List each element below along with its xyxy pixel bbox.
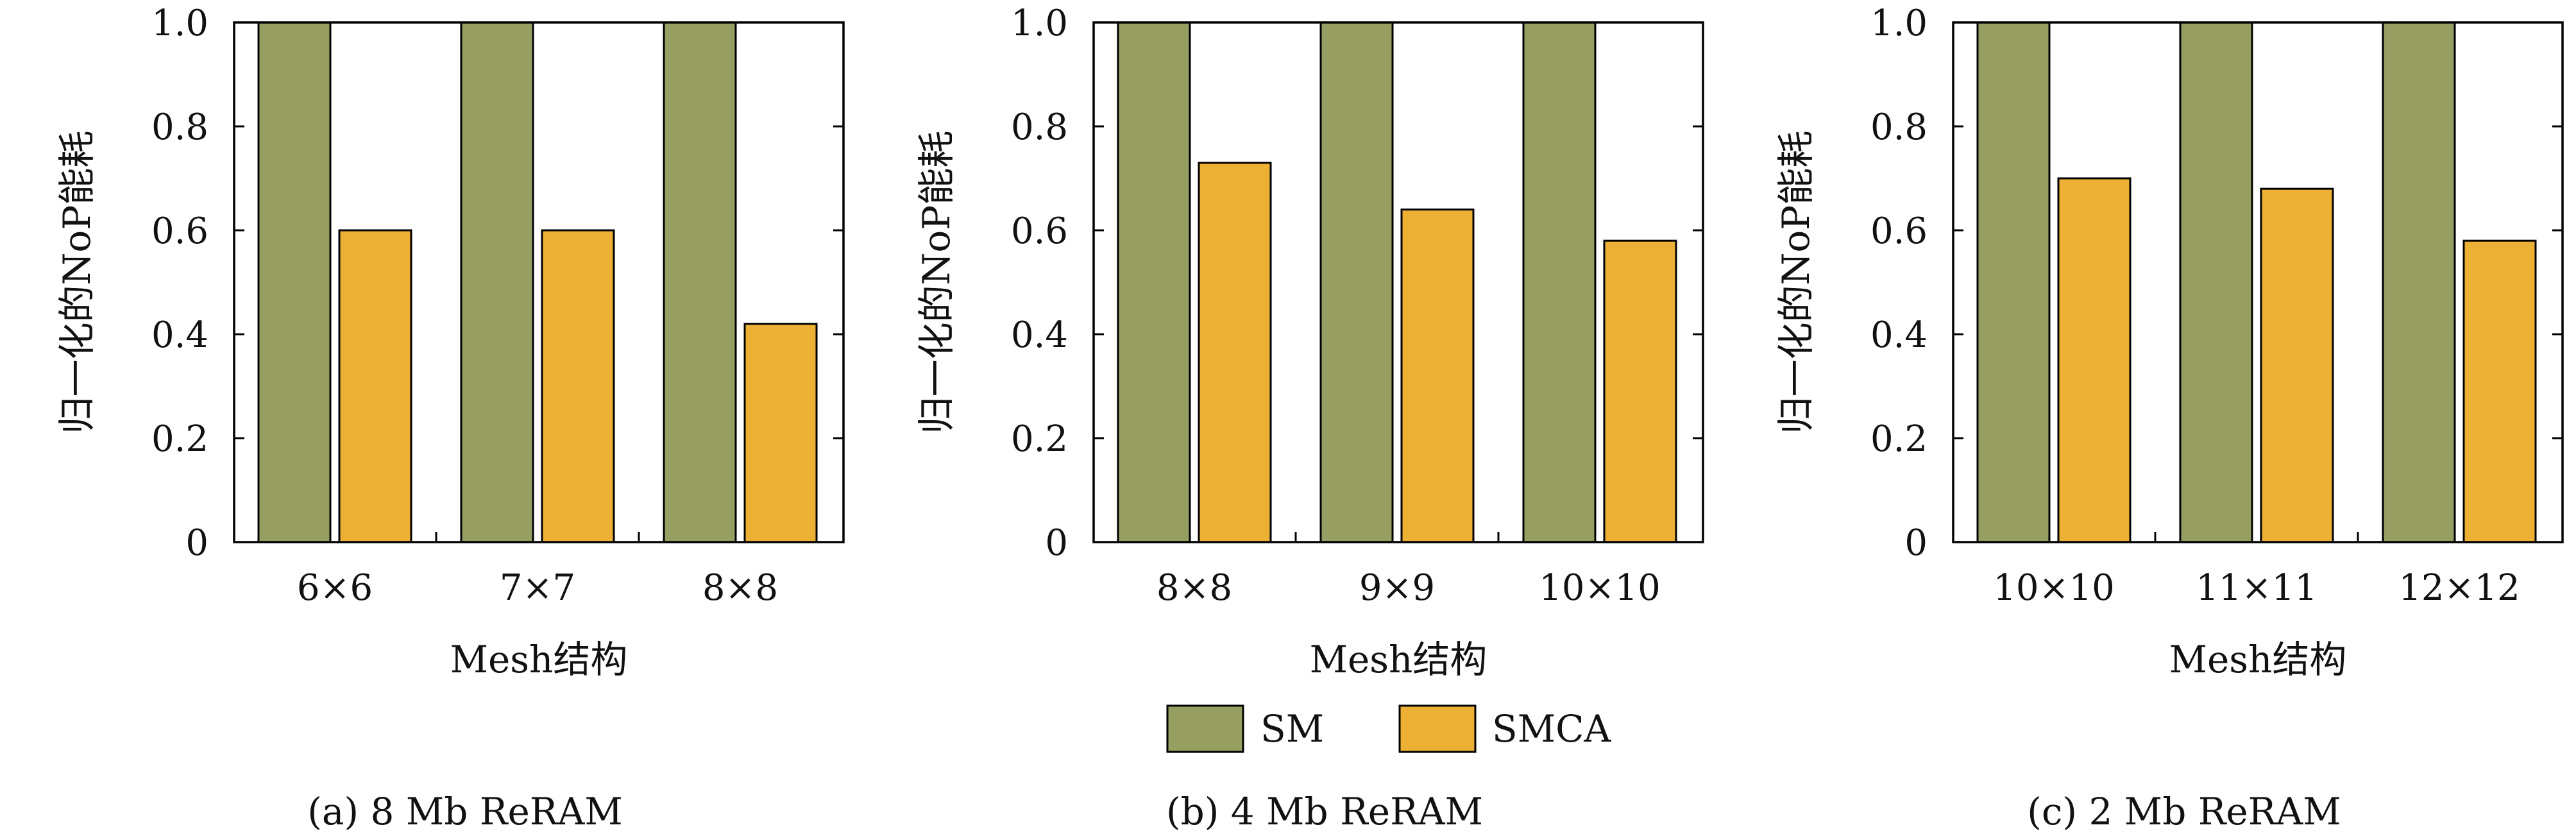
- bar-sm-2: [1319, 21, 1394, 543]
- bar-sm-1: [257, 21, 332, 543]
- y-tick-label-5: 1.0: [151, 3, 208, 44]
- bar-smca-3: [1603, 239, 1677, 543]
- plot-frame: [1952, 21, 2564, 543]
- y-axis-title: 归一化的NoP能耗: [915, 131, 958, 434]
- y-tick-label-2: 0.4: [1870, 314, 1928, 356]
- legend-swatch-smca: [1398, 704, 1477, 753]
- chart-panels: 6×6 7×7 8×8 0 0.2 0.4 0.6 0.8 1.0 Mesh结构 归一化的NoP能耗…: [55, 3, 2564, 833]
- bar-smca-2: [2260, 187, 2334, 543]
- legend-label-sm: SM: [1260, 707, 1324, 751]
- y-tick-label-3: 0.6: [151, 210, 208, 252]
- bar-sm-3: [2382, 21, 2456, 543]
- y-tick-label-1: 0.2: [1870, 418, 1928, 460]
- bar-sm-3: [1522, 21, 1597, 543]
- x-tick-label-3: 8×8: [702, 567, 778, 609]
- plot-frame: [233, 21, 845, 543]
- y-tick-label-2: 0.4: [1011, 314, 1068, 356]
- y-tick-label-3: 0.6: [1870, 210, 1928, 252]
- x-tick-label-3: 10×10: [1539, 567, 1660, 609]
- y-tick-label-4: 0.8: [151, 106, 208, 148]
- plot-frame: [1092, 21, 1704, 543]
- bar-smca-2: [1400, 208, 1475, 543]
- bar-sm-1: [1117, 21, 1191, 543]
- chart-panel-3: 10×10 11×11 12×12 0 0.2 0.4 0.6 0.8 1.0 Mesh结构 归一化…: [1774, 3, 2564, 833]
- x-tick-label-1: 10×10: [1993, 567, 2114, 609]
- bar-smca-3: [743, 323, 818, 543]
- x-tick-label-1: 8×8: [1157, 567, 1232, 609]
- y-tick-label-0: 0: [185, 522, 208, 564]
- bar-smca-1: [2057, 177, 2131, 543]
- chart-panel-2: 8×8 9×9 10×10 0 0.2 0.4 0.6 0.8 1.0 Mesh结构 归一化的NoP…: [915, 3, 1704, 833]
- y-tick-label-1: 0.2: [1011, 418, 1068, 460]
- y-tick-label-4: 0.8: [1011, 106, 1068, 148]
- bar-smca-1: [1198, 162, 1272, 543]
- y-tick-label-4: 0.8: [1870, 106, 1928, 148]
- legend-swatch-sm: [1166, 704, 1244, 753]
- x-tick-label-2: 9×9: [1359, 567, 1435, 609]
- legend-label-smca: SMCA: [1492, 707, 1611, 751]
- panel-caption: (a) 8 Mb ReRAM: [307, 790, 623, 833]
- x-tick-label-2: 7×7: [500, 567, 575, 609]
- bar-smca-1: [338, 229, 412, 543]
- y-tick-label-2: 0.4: [151, 314, 208, 356]
- bar-sm-3: [663, 21, 737, 543]
- y-tick-label-0: 0: [1045, 522, 1068, 564]
- bar-sm-1: [1976, 21, 2051, 543]
- y-tick-label-3: 0.6: [1011, 210, 1068, 252]
- bar-sm-2: [460, 21, 534, 543]
- panel-caption: (c) 2 Mb ReRAM: [2027, 790, 2341, 833]
- x-tick-label-3: 12×12: [2398, 567, 2520, 609]
- x-tick-label-1: 6×6: [297, 567, 373, 609]
- bar-sm-2: [2179, 21, 2253, 543]
- y-tick-label-5: 1.0: [1870, 3, 1928, 44]
- y-axis-title: 归一化的NoP能耗: [55, 131, 99, 434]
- x-axis-title: Mesh结构: [450, 638, 628, 681]
- x-axis-title: Mesh结构: [1310, 638, 1487, 681]
- y-tick-label-1: 0.2: [151, 418, 208, 460]
- bar-smca-2: [541, 229, 615, 543]
- y-axis-title: 归一化的NoP能耗: [1774, 131, 1818, 434]
- legend: SM SMCA: [1166, 704, 1611, 753]
- y-tick-label-5: 1.0: [1011, 3, 1068, 44]
- x-tick-label-2: 11×11: [2196, 567, 2317, 609]
- panel-caption: (b) 4 Mb ReRAM: [1166, 790, 1483, 833]
- bar-smca-3: [2462, 239, 2537, 543]
- x-axis-title: Mesh结构: [2169, 638, 2347, 681]
- y-tick-label-0: 0: [1904, 522, 1928, 564]
- chart-panel-1: 6×6 7×7 8×8 0 0.2 0.4 0.6 0.8 1.0 Mesh结构 归一化的NoP能耗…: [55, 3, 845, 833]
